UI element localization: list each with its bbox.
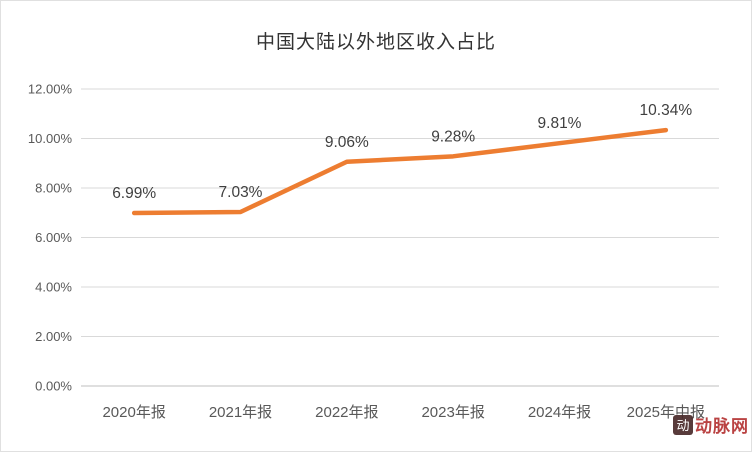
chart-title: 中国大陆以外地区收入占比 xyxy=(255,32,496,53)
watermark-logo-icon: 动 xyxy=(673,414,693,435)
y-axis-tick-label: 0.00% xyxy=(35,379,72,394)
x-axis-category-label: 2022年报 xyxy=(315,404,378,421)
data-point-label: 10.34% xyxy=(640,102,693,119)
y-axis-tick-label: 8.00% xyxy=(35,181,72,196)
x-axis-category-label: 2020年报 xyxy=(102,404,165,421)
data-series-line xyxy=(131,127,669,216)
x-axis-category-label: 2023年报 xyxy=(421,404,484,421)
y-axis-tick-label: 12.00% xyxy=(28,82,73,97)
watermark-text: 动脉网 xyxy=(695,417,749,436)
watermark: 动 动脉网 xyxy=(673,412,749,437)
y-axis-tick-label: 10.00% xyxy=(28,131,73,146)
x-axis-category-label: 2024年报 xyxy=(528,404,591,421)
data-point-label: 9.28% xyxy=(431,128,475,145)
data-point-label: 9.81% xyxy=(538,115,582,132)
data-point-label: 6.99% xyxy=(112,185,156,202)
y-axis-tick-label: 6.00% xyxy=(35,230,72,245)
data-point-label: 7.03% xyxy=(219,184,263,201)
y-axis-tick-label: 4.00% xyxy=(35,280,72,295)
x-axis-category-label: 2021年报 xyxy=(209,404,272,421)
y-axis-tick-label: 2.00% xyxy=(35,329,72,344)
data-point-label: 9.06% xyxy=(325,134,369,151)
